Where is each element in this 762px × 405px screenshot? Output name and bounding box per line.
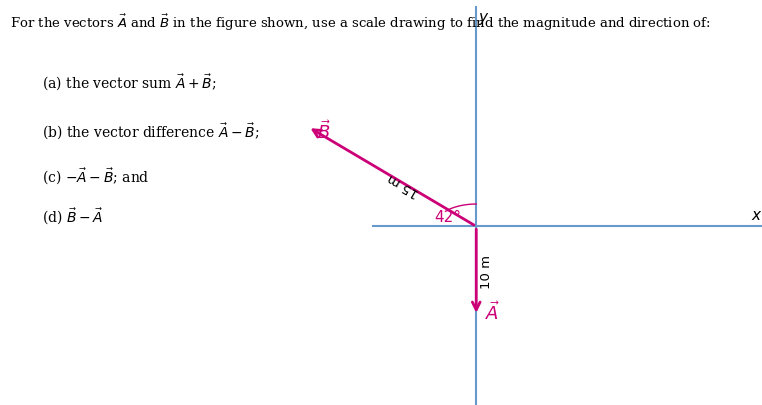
Text: (b) the vector difference $\vec{A} - \vec{B}$;: (b) the vector difference $\vec{A} - \ve… — [42, 122, 259, 142]
Text: $\vec{B}$: $\vec{B}$ — [317, 120, 331, 143]
Text: 10 m: 10 m — [480, 254, 494, 288]
Text: x: x — [751, 208, 760, 223]
Text: $\vec{A}$: $\vec{A}$ — [485, 301, 501, 323]
Text: 42°: 42° — [434, 209, 461, 224]
Text: (d) $\vec{B} - \vec{A}$: (d) $\vec{B} - \vec{A}$ — [42, 207, 103, 227]
Text: y: y — [479, 10, 488, 25]
Text: (a) the vector sum $\vec{A} + \vec{B}$;: (a) the vector sum $\vec{A} + \vec{B}$; — [42, 73, 216, 93]
Text: 15 m: 15 m — [386, 171, 421, 200]
Text: For the vectors $\vec{A}$ and $\vec{B}$ in the figure shown, use a scale drawing: For the vectors $\vec{A}$ and $\vec{B}$ … — [10, 12, 711, 32]
Text: (c) $-\vec{A} - \vec{B}$; and: (c) $-\vec{A} - \vec{B}$; and — [42, 166, 149, 186]
